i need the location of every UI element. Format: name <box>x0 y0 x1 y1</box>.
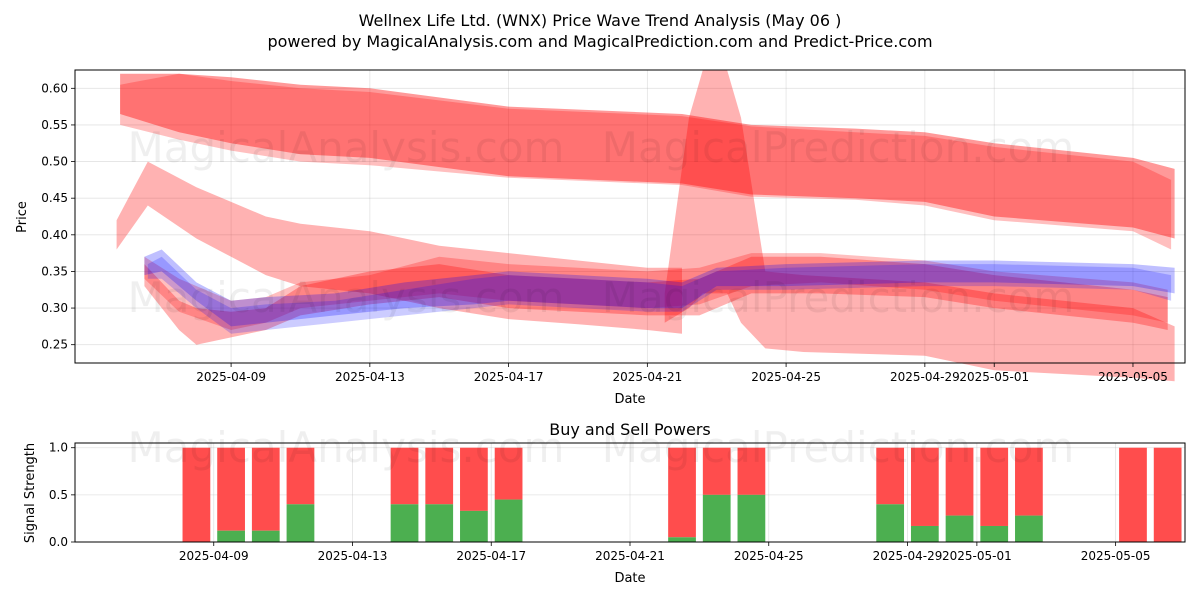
sell-power-bar <box>1015 447 1043 516</box>
signal-y-tick-label: 0.0 <box>49 535 68 549</box>
sell-power-bar <box>668 447 696 538</box>
buy-power-bar <box>945 515 974 542</box>
sell-power-bar <box>980 447 1009 526</box>
chart-title-line2: powered by MagicalAnalysis.com and Magic… <box>267 32 932 51</box>
sell-power-bar <box>460 447 488 511</box>
sell-power-bar <box>182 447 211 542</box>
price-y-tick-label: 0.55 <box>41 118 68 132</box>
signal-x-ticks: 2025-04-09 2025-04-13 2025-04-17 2025-04-21… <box>179 542 1151 563</box>
sell-power-bar <box>251 447 280 531</box>
price-axes-frame <box>74 69 1186 364</box>
price-panel: MagicalAnalysis.com MagicalPrediction.co… <box>15 69 1186 407</box>
buy-power-bar <box>737 494 766 542</box>
price-y-label: Price <box>15 201 30 233</box>
price-x-tick-label: 2025-04-21 <box>612 370 682 384</box>
buy-power-bar <box>980 525 1009 542</box>
signal-x-tick-label: 2025-04-13 <box>318 549 388 563</box>
signal-panel: Buy and Sell Powers MagicalAnalysis.com … <box>23 420 1186 586</box>
signal-x-tick-label: 2025-04-17 <box>456 549 526 563</box>
buy-power-bar <box>702 494 731 542</box>
watermark-analysis-top: MagicalAnalysis.com <box>128 123 565 172</box>
signal-x-tick-label: 2025-05-01 <box>942 549 1012 563</box>
price-x-tick-label: 2025-04-17 <box>474 370 544 384</box>
watermark-analysis-top-2: MagicalAnalysis.com <box>128 273 565 322</box>
wave-band-mid-red-wave-2 <box>144 253 1168 330</box>
price-y-ticks: 0.25 0.30 0.35 0.40 0.45 0.50 0.55 0.60 <box>41 81 75 352</box>
price-y-tick-label: 0.40 <box>41 228 68 242</box>
sell-power-bar <box>702 447 731 495</box>
price-y-tick-label: 0.60 <box>41 81 68 95</box>
signal-x-tick-label: 2025-04-29 <box>873 549 943 563</box>
watermark-analysis-bottom: MagicalAnalysis.com <box>128 423 565 472</box>
buy-power-bar <box>251 530 280 542</box>
buy-power-bar <box>1015 515 1043 542</box>
sell-power-bar <box>945 447 974 516</box>
buy-power-bar <box>910 525 939 542</box>
buy-power-bar <box>876 504 905 542</box>
sell-power-bar <box>1153 447 1182 542</box>
signal-x-tick-label: 2025-04-09 <box>179 549 249 563</box>
buy-power-bar <box>425 504 454 542</box>
sell-power-bar <box>1119 447 1147 542</box>
price-y-tick-label: 0.25 <box>41 338 68 352</box>
buy-power-bar <box>460 510 488 542</box>
price-x-tick-label: 2025-04-25 <box>751 370 821 384</box>
buy-power-bar <box>494 499 523 542</box>
sell-power-bar <box>494 447 523 500</box>
buy-power-bar <box>390 504 419 542</box>
signal-y-tick-label: 1.0 <box>49 441 68 455</box>
price-y-tick-label: 0.45 <box>41 191 68 205</box>
price-x-tick-label: 2025-04-09 <box>196 370 266 384</box>
signal-x-tick-label: 2025-04-21 <box>595 549 665 563</box>
wave-band-upper-red-wave <box>120 73 1175 239</box>
wave-band-spike-red-wave <box>664 70 1175 382</box>
chart-title-line1: Wellnex Life Ltd. (WNX) Price Wave Trend… <box>359 11 842 30</box>
sell-power-bar <box>286 447 315 505</box>
price-y-tick-label: 0.35 <box>41 264 68 278</box>
sell-power-bar <box>737 447 766 495</box>
price-waves <box>116 70 1175 382</box>
watermark-prediction-top-2: MagicalPrediction.com <box>602 273 1075 322</box>
watermark-prediction-bottom: MagicalPrediction.com <box>602 423 1075 472</box>
sell-power-bar <box>390 447 419 505</box>
signal-y-tick-label: 0.5 <box>49 488 68 502</box>
price-y-tick-label: 0.30 <box>41 301 68 315</box>
price-x-tick-label: 2025-04-13 <box>335 370 405 384</box>
signal-y-ticks: 0.0 0.5 1.0 <box>49 441 75 549</box>
price-x-tick-label: 2025-05-01 <box>959 370 1029 384</box>
price-x-ticks: 2025-04-09 2025-04-13 2025-04-17 2025-04-21… <box>196 363 1168 384</box>
price-y-tick-label: 0.50 <box>41 155 68 169</box>
price-x-label: Date <box>614 392 645 407</box>
price-x-tick-label: 2025-04-29 <box>890 370 960 384</box>
price-x-tick-label: 2025-05-05 <box>1098 370 1168 384</box>
sell-power-bar <box>425 447 454 505</box>
buy-power-bar <box>217 530 245 542</box>
wave-band-blue-wave-2 <box>147 256 1172 334</box>
price-grid <box>75 70 1185 363</box>
signal-title: Buy and Sell Powers <box>549 420 711 439</box>
wave-band-upper-red-wave-2 <box>120 73 1172 250</box>
sell-power-bar <box>876 447 905 505</box>
sell-power-bar <box>217 447 245 531</box>
signal-bars <box>182 447 1182 542</box>
signal-x-label: Date <box>614 571 645 586</box>
wave-band-mid-red-wave <box>144 256 1168 345</box>
signal-y-label: Signal Strength <box>23 443 38 543</box>
watermark-prediction-top: MagicalPrediction.com <box>602 123 1075 172</box>
signal-x-tick-label: 2025-05-05 <box>1081 549 1151 563</box>
buy-power-bar <box>668 537 696 542</box>
signal-x-tick-label: 2025-04-25 <box>734 549 804 563</box>
sell-power-bar <box>910 447 939 526</box>
wave-band-blue-wave <box>144 249 1175 327</box>
wave-band-lower-red-wave <box>116 161 683 334</box>
buy-power-bar <box>286 504 315 542</box>
